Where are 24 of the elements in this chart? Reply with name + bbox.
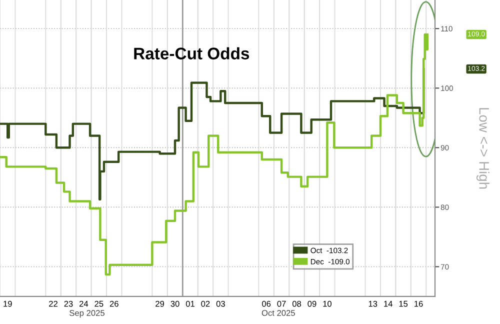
x-tick-label: 25 bbox=[94, 300, 104, 307]
text: Sep 2025 bbox=[70, 310, 104, 318]
x-tick-label: 02 bbox=[201, 300, 210, 307]
x-tick-label: 19 bbox=[4, 300, 12, 307]
x-tick-label: 29 bbox=[156, 300, 164, 307]
x-tick-label: 03 bbox=[216, 300, 225, 307]
x-tick-label: 15 bbox=[399, 300, 408, 307]
x-tick-label: 01 bbox=[186, 300, 194, 307]
x-tick-label: 07 bbox=[277, 300, 286, 307]
text: Oct 2025 bbox=[262, 310, 295, 316]
x-tick-label: 13 bbox=[368, 300, 378, 307]
x-tick-label: 06 bbox=[262, 300, 271, 307]
y-axis-title: Low <-> High bbox=[476, 108, 490, 189]
x-tick-label: 22 bbox=[49, 300, 58, 307]
x-tick-label: 24 bbox=[79, 300, 88, 307]
x-tick-label: 26 bbox=[110, 300, 118, 307]
x-tick-label: 10 bbox=[323, 300, 332, 307]
x-tick-label: 30 bbox=[170, 300, 180, 307]
x-tick-label: 09 bbox=[308, 300, 316, 307]
x-tick-label: 14 bbox=[384, 300, 392, 307]
text: Rate-Cut Odds bbox=[134, 47, 250, 60]
x-tick-label: 23 bbox=[64, 300, 73, 307]
x-tick-label: 16 bbox=[414, 300, 423, 307]
x-tick-label: 08 bbox=[292, 300, 302, 307]
